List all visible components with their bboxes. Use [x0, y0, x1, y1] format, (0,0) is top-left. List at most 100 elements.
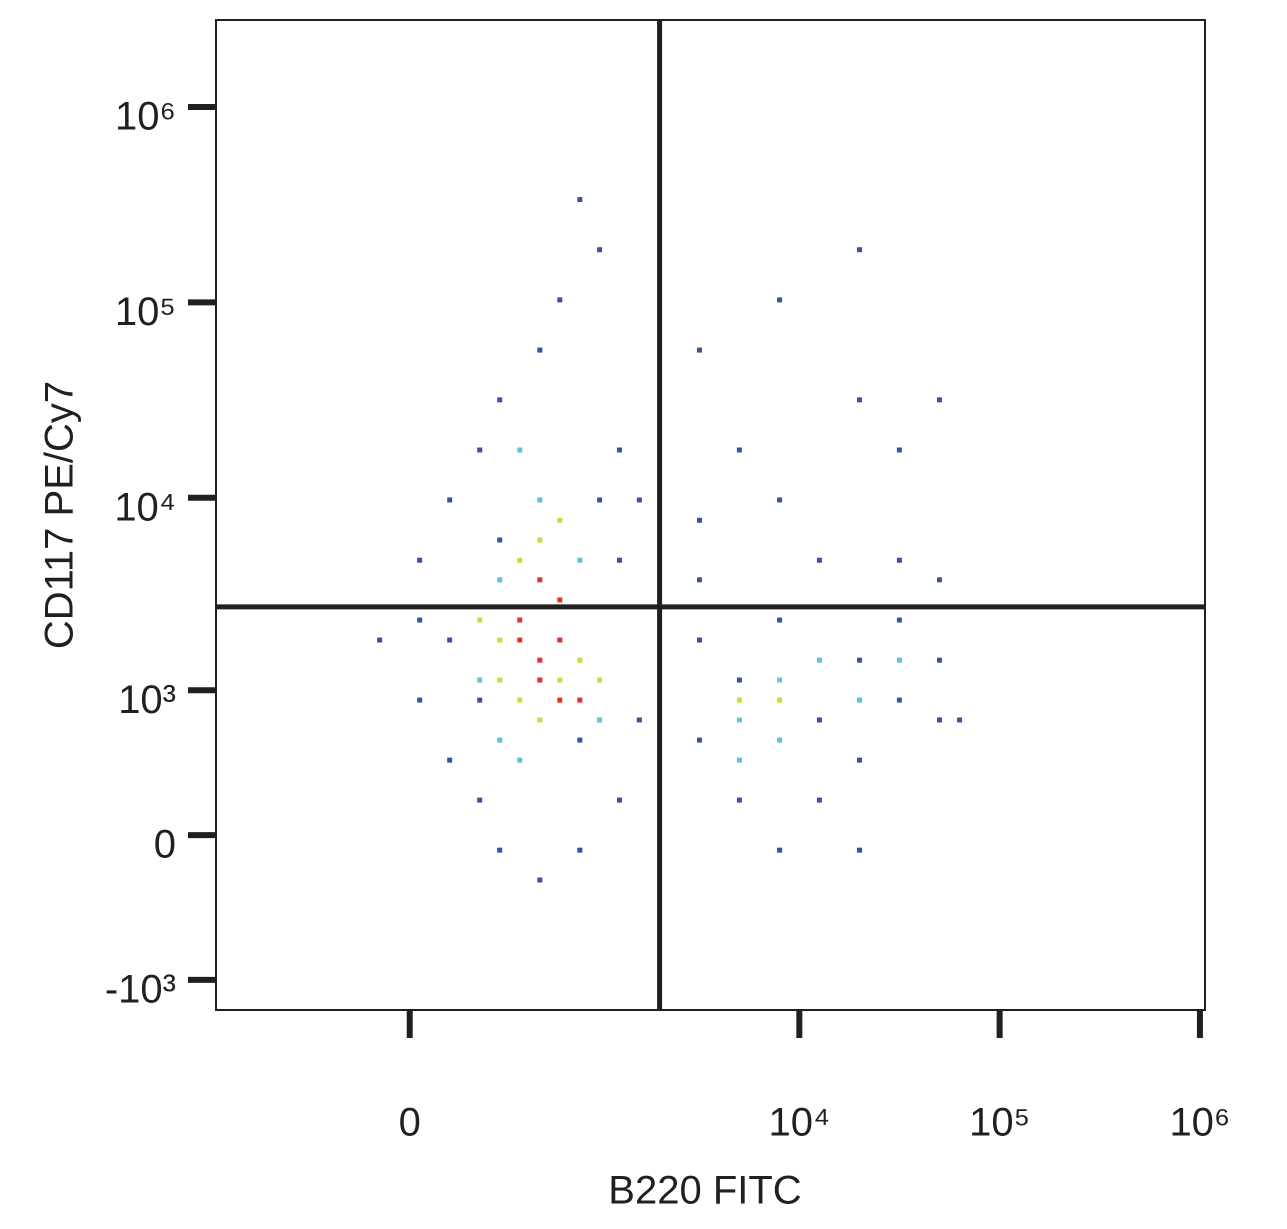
- data-point: [937, 717, 943, 723]
- data-point: [557, 597, 563, 603]
- data-point: [537, 537, 543, 543]
- data-point: [957, 717, 963, 723]
- data-point: [537, 877, 543, 883]
- data-point: [597, 677, 603, 683]
- y-tick-label: 10⁴: [114, 485, 176, 529]
- data-point: [777, 497, 783, 503]
- data-point: [777, 697, 783, 703]
- data-point: [497, 677, 503, 683]
- data-point: [816, 797, 822, 803]
- data-point: [777, 737, 783, 743]
- y-tick-label: 10⁶: [115, 95, 176, 139]
- data-point: [696, 737, 702, 743]
- data-point: [896, 447, 902, 453]
- data-point: [616, 797, 622, 803]
- data-point: [537, 717, 543, 723]
- data-point: [517, 697, 523, 703]
- data-point: [857, 657, 863, 663]
- x-tick-label: 10⁴: [768, 1101, 830, 1145]
- data-point: [937, 577, 943, 583]
- data-point: [857, 697, 863, 703]
- data-point: [497, 397, 503, 403]
- data-point: [447, 497, 453, 503]
- data-point: [597, 497, 603, 503]
- data-point: [537, 577, 543, 583]
- data-point: [557, 517, 563, 523]
- data-point: [577, 847, 583, 853]
- y-axis-label: CD117 PE/Cy7: [38, 381, 82, 649]
- data-point: [517, 637, 523, 643]
- x-tick-label: 10⁵: [969, 1101, 1030, 1145]
- data-point: [736, 757, 742, 763]
- data-point: [937, 397, 943, 403]
- data-point: [577, 557, 583, 563]
- y-tick-label: 10³: [118, 678, 176, 722]
- data-point: [557, 677, 563, 683]
- data-point: [577, 657, 583, 663]
- data-point: [937, 657, 943, 663]
- data-point: [497, 637, 503, 643]
- plot-frame: [215, 19, 1206, 1011]
- data-point: [517, 557, 523, 563]
- data-point: [896, 617, 902, 623]
- data-point: [777, 297, 783, 303]
- data-point: [447, 637, 453, 643]
- y-tick-label: 0: [154, 823, 176, 867]
- data-point: [896, 697, 902, 703]
- data-point: [377, 637, 383, 643]
- data-point: [557, 637, 563, 643]
- data-point: [857, 757, 863, 763]
- data-point: [537, 497, 543, 503]
- data-point: [857, 397, 863, 403]
- x-tick-label: 10⁶: [1169, 1101, 1230, 1145]
- data-point: [537, 347, 543, 353]
- data-point: [616, 557, 622, 563]
- data-point: [857, 247, 863, 253]
- data-point: [417, 697, 423, 703]
- data-point: [577, 737, 583, 743]
- data-point: [477, 447, 483, 453]
- data-point: [537, 657, 543, 663]
- data-point: [777, 677, 783, 683]
- data-point: [736, 447, 742, 453]
- data-point: [477, 617, 483, 623]
- data-point: [857, 847, 863, 853]
- data-point: [696, 347, 702, 353]
- data-point: [497, 577, 503, 583]
- data-point: [696, 637, 702, 643]
- x-axis-label: B220 FITC: [608, 1169, 801, 1213]
- data-point: [736, 677, 742, 683]
- data-point: [517, 617, 523, 623]
- y-tick-label: -10³: [105, 967, 176, 1011]
- data-point: [636, 497, 642, 503]
- data-point: [816, 717, 822, 723]
- data-point: [497, 737, 503, 743]
- data-point: [777, 617, 783, 623]
- x-tick-label: 0: [399, 1101, 421, 1145]
- data-point: [577, 697, 583, 703]
- data-point: [696, 517, 702, 523]
- y-tick-label: 10⁵: [115, 290, 176, 334]
- data-point: [477, 697, 483, 703]
- data-point: [896, 557, 902, 563]
- data-point: [736, 717, 742, 723]
- data-point: [696, 577, 702, 583]
- data-point: [896, 657, 902, 663]
- data-point: [616, 447, 622, 453]
- data-point: [777, 847, 783, 853]
- data-point: [497, 847, 503, 853]
- data-point: [417, 617, 423, 623]
- data-point: [736, 797, 742, 803]
- data-point: [477, 677, 483, 683]
- data-point: [417, 557, 423, 563]
- data-point: [497, 537, 503, 543]
- data-point: [577, 197, 583, 203]
- data-point: [557, 697, 563, 703]
- data-point: [736, 697, 742, 703]
- data-point: [816, 657, 822, 663]
- data-point: [477, 797, 483, 803]
- data-point: [597, 247, 603, 253]
- data-point: [447, 757, 453, 763]
- data-point: [517, 447, 523, 453]
